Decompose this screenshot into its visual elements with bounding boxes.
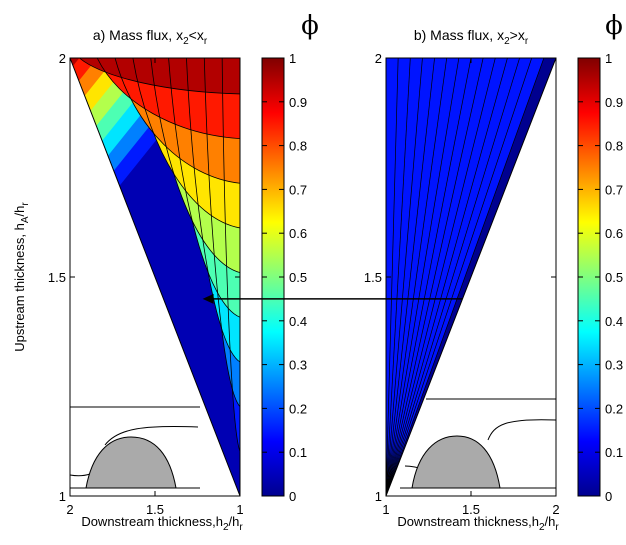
contour-line-b-6 [386,58,460,496]
panel-b-title: b) Mass flux, x2>xr [414,27,529,47]
colorbar-tick-label: 0.2 [605,401,623,416]
x-tick-label: 1.5 [146,502,164,517]
contour-line-b-8 [386,58,484,496]
panel-a-y-label: Upstream thickness, hA/hr [12,202,31,352]
y-tick-label: 2 [59,51,66,66]
obstacle-shape [85,436,177,489]
contour-line-b-12 [386,58,533,496]
colorbar-b: 0 0.1 0.2 0.3 0.4 0.5 0.6 0.7 0.8 0.9 1 ϕ [577,11,623,504]
colorbar-tick-label: 0.3 [289,358,307,373]
obstacle-shape [411,435,501,489]
colorbar-tick-label: 0.8 [289,139,307,154]
contour-line-b-9 [386,58,496,496]
panel-b-x-label: Downstream thickness,h2/hr [397,514,559,533]
panel-b: 1 1.5 2 11.52 b) Mass flux, x2>xr Downstre… [364,27,560,533]
colorbar-tick-label: 0.7 [289,182,307,197]
colorbar-tick-label: 0 [289,489,296,504]
x-tick-label: 1.5 [462,502,480,517]
colorbar-tick-label: 0.7 [605,182,623,197]
panel-b-y-ticks: 11.52 [364,51,556,504]
contour-line-a-5 [150,58,240,274]
panel-b-domain-boundary [385,57,557,497]
contour-line-b-1 [386,58,399,496]
contour-line-a-3 [186,58,240,363]
panel-a-x-ticks: 2 1.5 1 [66,58,244,517]
contour-line-b-10 [386,58,508,496]
panel-a-x-label: Downstream thickness,h2/hr [81,514,243,533]
colorbar-b-label: ϕ [605,11,623,41]
contour-line-a-8 [96,58,240,139]
colorbar-tick-label: 1 [289,51,296,66]
colorbar-tick-label: 0.5 [289,270,307,285]
contour-line-b-2 [386,58,411,496]
colorbar-tick-label: 0.3 [605,358,623,373]
x-tick-label: 1 [382,502,389,517]
colorbar-tick-label: 0.6 [289,226,307,241]
contour-band-a-2 [70,58,240,496]
contour-line-b-11 [386,58,520,496]
colorbar-tick-label: 0.6 [605,226,623,241]
colorbar-tick-label: 0.4 [289,314,307,329]
colorbar-tick-label: 0.4 [605,314,623,329]
y-tick-label: 1.5 [48,270,66,285]
y-tick-label: 1 [375,489,382,504]
colorbar-tick-label: 0.9 [289,95,307,110]
colorbar-a: 0 0.1 0.2 0.3 0.4 0.5 0.6 0.7 0.8 0.9 1 ϕ [261,11,319,504]
colorbar-tick-label: 0 [605,489,612,504]
contour-line-a-2 [203,58,240,407]
contour-line-a-7 [114,58,240,184]
contour-band-b-13 [386,58,544,496]
x-tick-label: 2 [552,502,559,517]
contour-line-a-6 [132,58,240,229]
contour-line-b-7 [386,58,472,496]
transition-arrow [202,293,463,304]
colorbar-tick-label: 0.2 [289,401,307,416]
contour-line-b-4 [386,58,435,496]
colorbar-tick-label: 0.9 [605,95,623,110]
contour-line-a-4 [168,58,240,318]
y-tick-label: 1 [59,489,66,504]
colorbar-tick-label: 0.1 [605,445,623,460]
panel-a-domain-boundary [69,57,241,497]
contour-line-b-3 [386,58,423,496]
colorbar-tick-label: 1 [605,51,612,66]
colorbar-tick-label: 0.1 [289,445,307,460]
colorbar-tick-label: 0.8 [605,139,623,154]
colorbar-tick-label: 0.5 [605,270,623,285]
colorbar-a-label: ϕ [301,11,319,41]
contour-line-b-5 [386,58,448,496]
panel-a-title: a) Mass flux, x2<xr [93,27,208,47]
y-tick-label: 2 [375,51,382,66]
contour-line-a-1 [221,58,240,452]
panel-a-inset [69,406,200,489]
x-tick-label: 1 [236,502,243,517]
panel-b-inset [400,398,557,489]
x-tick-label: 2 [66,502,73,517]
contour-line-a-9 [79,58,240,95]
panel-b-x-ticks: 1 1.5 2 [382,58,560,517]
panel-b-contours [386,58,556,496]
y-tick-label: 1.5 [364,270,382,285]
panel-a-y-ticks: 11.52 [48,51,240,504]
contour-line-b-13 [386,58,545,496]
panel-a: 2 1.5 1 11.52 a) Mass flux, x2<xr Downstre… [12,27,244,533]
